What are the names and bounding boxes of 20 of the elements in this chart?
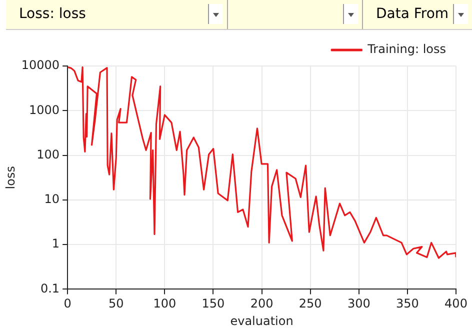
x-tick-label: 200 [250, 296, 274, 311]
y-axis-title: loss [3, 166, 18, 190]
text: Data From [376, 6, 449, 22]
y-tick-label: 10 [44, 192, 60, 206]
x-axis-title: evaluation [230, 314, 294, 328]
y-tick-label: 10000 [21, 58, 60, 72]
chart-title: Loss: loss [19, 6, 86, 22]
x-tick-label: 300 [347, 296, 370, 311]
x-tick-label: 150 [202, 296, 225, 311]
x-tick-label: 250 [298, 296, 322, 311]
x-tick-label: 50 [108, 296, 124, 311]
y-tick-label: 1000 [29, 102, 60, 117]
x-tick-label: 0 [64, 296, 72, 311]
x-tick-label: 400 [444, 296, 468, 311]
legend-label: Training: loss [366, 42, 446, 56]
y-tick-label: 100 [36, 147, 60, 162]
y-tick-label: 1 [52, 236, 60, 251]
y-tick-label: 0.1 [40, 281, 60, 296]
x-tick-label: 100 [153, 296, 176, 311]
x-tick-label: 350 [396, 296, 419, 311]
